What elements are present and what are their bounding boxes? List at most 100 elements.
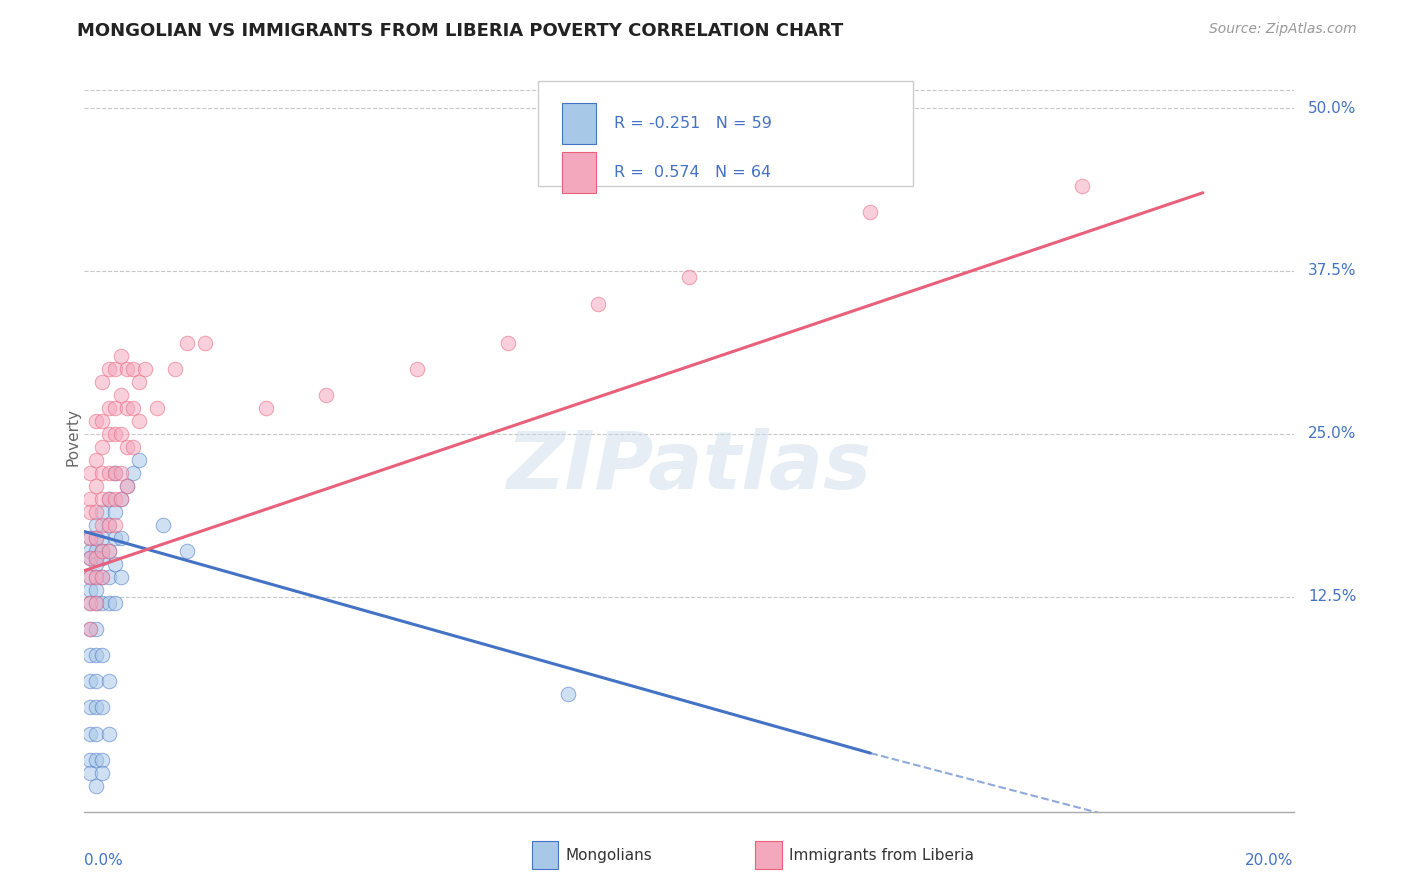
Point bbox=[104, 466, 127, 480]
Text: R =  0.574   N = 64: R = 0.574 N = 64 bbox=[614, 165, 770, 180]
Point bbox=[678, 270, 700, 285]
Point bbox=[176, 335, 198, 350]
Point bbox=[86, 622, 108, 636]
Point bbox=[79, 700, 101, 714]
Point bbox=[97, 401, 120, 415]
Point bbox=[97, 544, 120, 558]
Point bbox=[104, 531, 127, 545]
Point bbox=[91, 466, 114, 480]
Point bbox=[86, 596, 108, 610]
Point bbox=[104, 401, 127, 415]
Point bbox=[104, 426, 127, 441]
Point bbox=[86, 753, 108, 767]
Point bbox=[97, 518, 120, 533]
Point bbox=[115, 479, 138, 493]
Point bbox=[86, 531, 108, 545]
Point bbox=[86, 557, 108, 571]
Point bbox=[128, 453, 150, 467]
Point bbox=[406, 361, 429, 376]
Point bbox=[91, 491, 114, 506]
Point bbox=[86, 674, 108, 689]
Point bbox=[496, 335, 519, 350]
Point bbox=[86, 700, 108, 714]
Point bbox=[86, 518, 108, 533]
FancyBboxPatch shape bbox=[531, 841, 558, 870]
Text: R = -0.251   N = 59: R = -0.251 N = 59 bbox=[614, 116, 772, 131]
Point bbox=[146, 401, 169, 415]
Point bbox=[104, 596, 127, 610]
Point bbox=[97, 674, 120, 689]
Point bbox=[79, 491, 101, 506]
Text: 12.5%: 12.5% bbox=[1308, 590, 1357, 604]
Point bbox=[86, 479, 108, 493]
Point bbox=[315, 388, 337, 402]
Point bbox=[79, 550, 101, 565]
Point bbox=[121, 361, 143, 376]
Point bbox=[128, 375, 150, 389]
Text: Immigrants from Liberia: Immigrants from Liberia bbox=[789, 847, 974, 863]
Point bbox=[104, 505, 127, 519]
Text: 25.0%: 25.0% bbox=[1308, 426, 1357, 442]
FancyBboxPatch shape bbox=[562, 152, 596, 194]
Point bbox=[97, 361, 120, 376]
Point bbox=[115, 479, 138, 493]
Point bbox=[79, 596, 101, 610]
Point bbox=[91, 596, 114, 610]
Text: 20.0%: 20.0% bbox=[1246, 853, 1294, 868]
Point bbox=[104, 491, 127, 506]
Point bbox=[91, 550, 114, 565]
Point bbox=[194, 335, 217, 350]
Point bbox=[86, 453, 108, 467]
Point bbox=[86, 570, 108, 584]
Point bbox=[1071, 179, 1094, 194]
Point bbox=[86, 648, 108, 663]
Text: ZIPatlas: ZIPatlas bbox=[506, 428, 872, 506]
Point bbox=[79, 550, 101, 565]
Point bbox=[134, 361, 156, 376]
Point bbox=[79, 466, 101, 480]
Point bbox=[91, 544, 114, 558]
Point bbox=[79, 570, 101, 584]
Point bbox=[110, 570, 132, 584]
Text: 50.0%: 50.0% bbox=[1308, 101, 1357, 116]
Point bbox=[91, 440, 114, 454]
Point bbox=[91, 414, 114, 428]
Point bbox=[254, 401, 277, 415]
Point bbox=[86, 570, 108, 584]
Point bbox=[91, 570, 114, 584]
Point bbox=[86, 414, 108, 428]
Point bbox=[97, 491, 120, 506]
Point bbox=[110, 491, 132, 506]
Text: Mongolians: Mongolians bbox=[565, 847, 652, 863]
Point bbox=[115, 440, 138, 454]
Text: 37.5%: 37.5% bbox=[1308, 263, 1357, 278]
Point bbox=[79, 622, 101, 636]
Point bbox=[79, 648, 101, 663]
Point bbox=[79, 544, 101, 558]
Point bbox=[97, 544, 120, 558]
FancyBboxPatch shape bbox=[562, 103, 596, 145]
Point bbox=[97, 596, 120, 610]
Point bbox=[97, 491, 120, 506]
Point bbox=[86, 779, 108, 793]
Point bbox=[115, 401, 138, 415]
Point bbox=[86, 505, 108, 519]
Point bbox=[104, 557, 127, 571]
Point bbox=[165, 361, 187, 376]
Point bbox=[104, 466, 127, 480]
Point bbox=[97, 426, 120, 441]
Point bbox=[97, 570, 120, 584]
Point bbox=[176, 544, 198, 558]
Text: MONGOLIAN VS IMMIGRANTS FROM LIBERIA POVERTY CORRELATION CHART: MONGOLIAN VS IMMIGRANTS FROM LIBERIA POV… bbox=[77, 22, 844, 40]
Point bbox=[86, 726, 108, 740]
Point bbox=[86, 596, 108, 610]
Point bbox=[110, 388, 132, 402]
Point bbox=[79, 622, 101, 636]
Point bbox=[79, 531, 101, 545]
Point bbox=[86, 550, 108, 565]
Point bbox=[79, 753, 101, 767]
Point bbox=[79, 583, 101, 598]
Point bbox=[91, 765, 114, 780]
Point bbox=[91, 505, 114, 519]
Point bbox=[110, 466, 132, 480]
